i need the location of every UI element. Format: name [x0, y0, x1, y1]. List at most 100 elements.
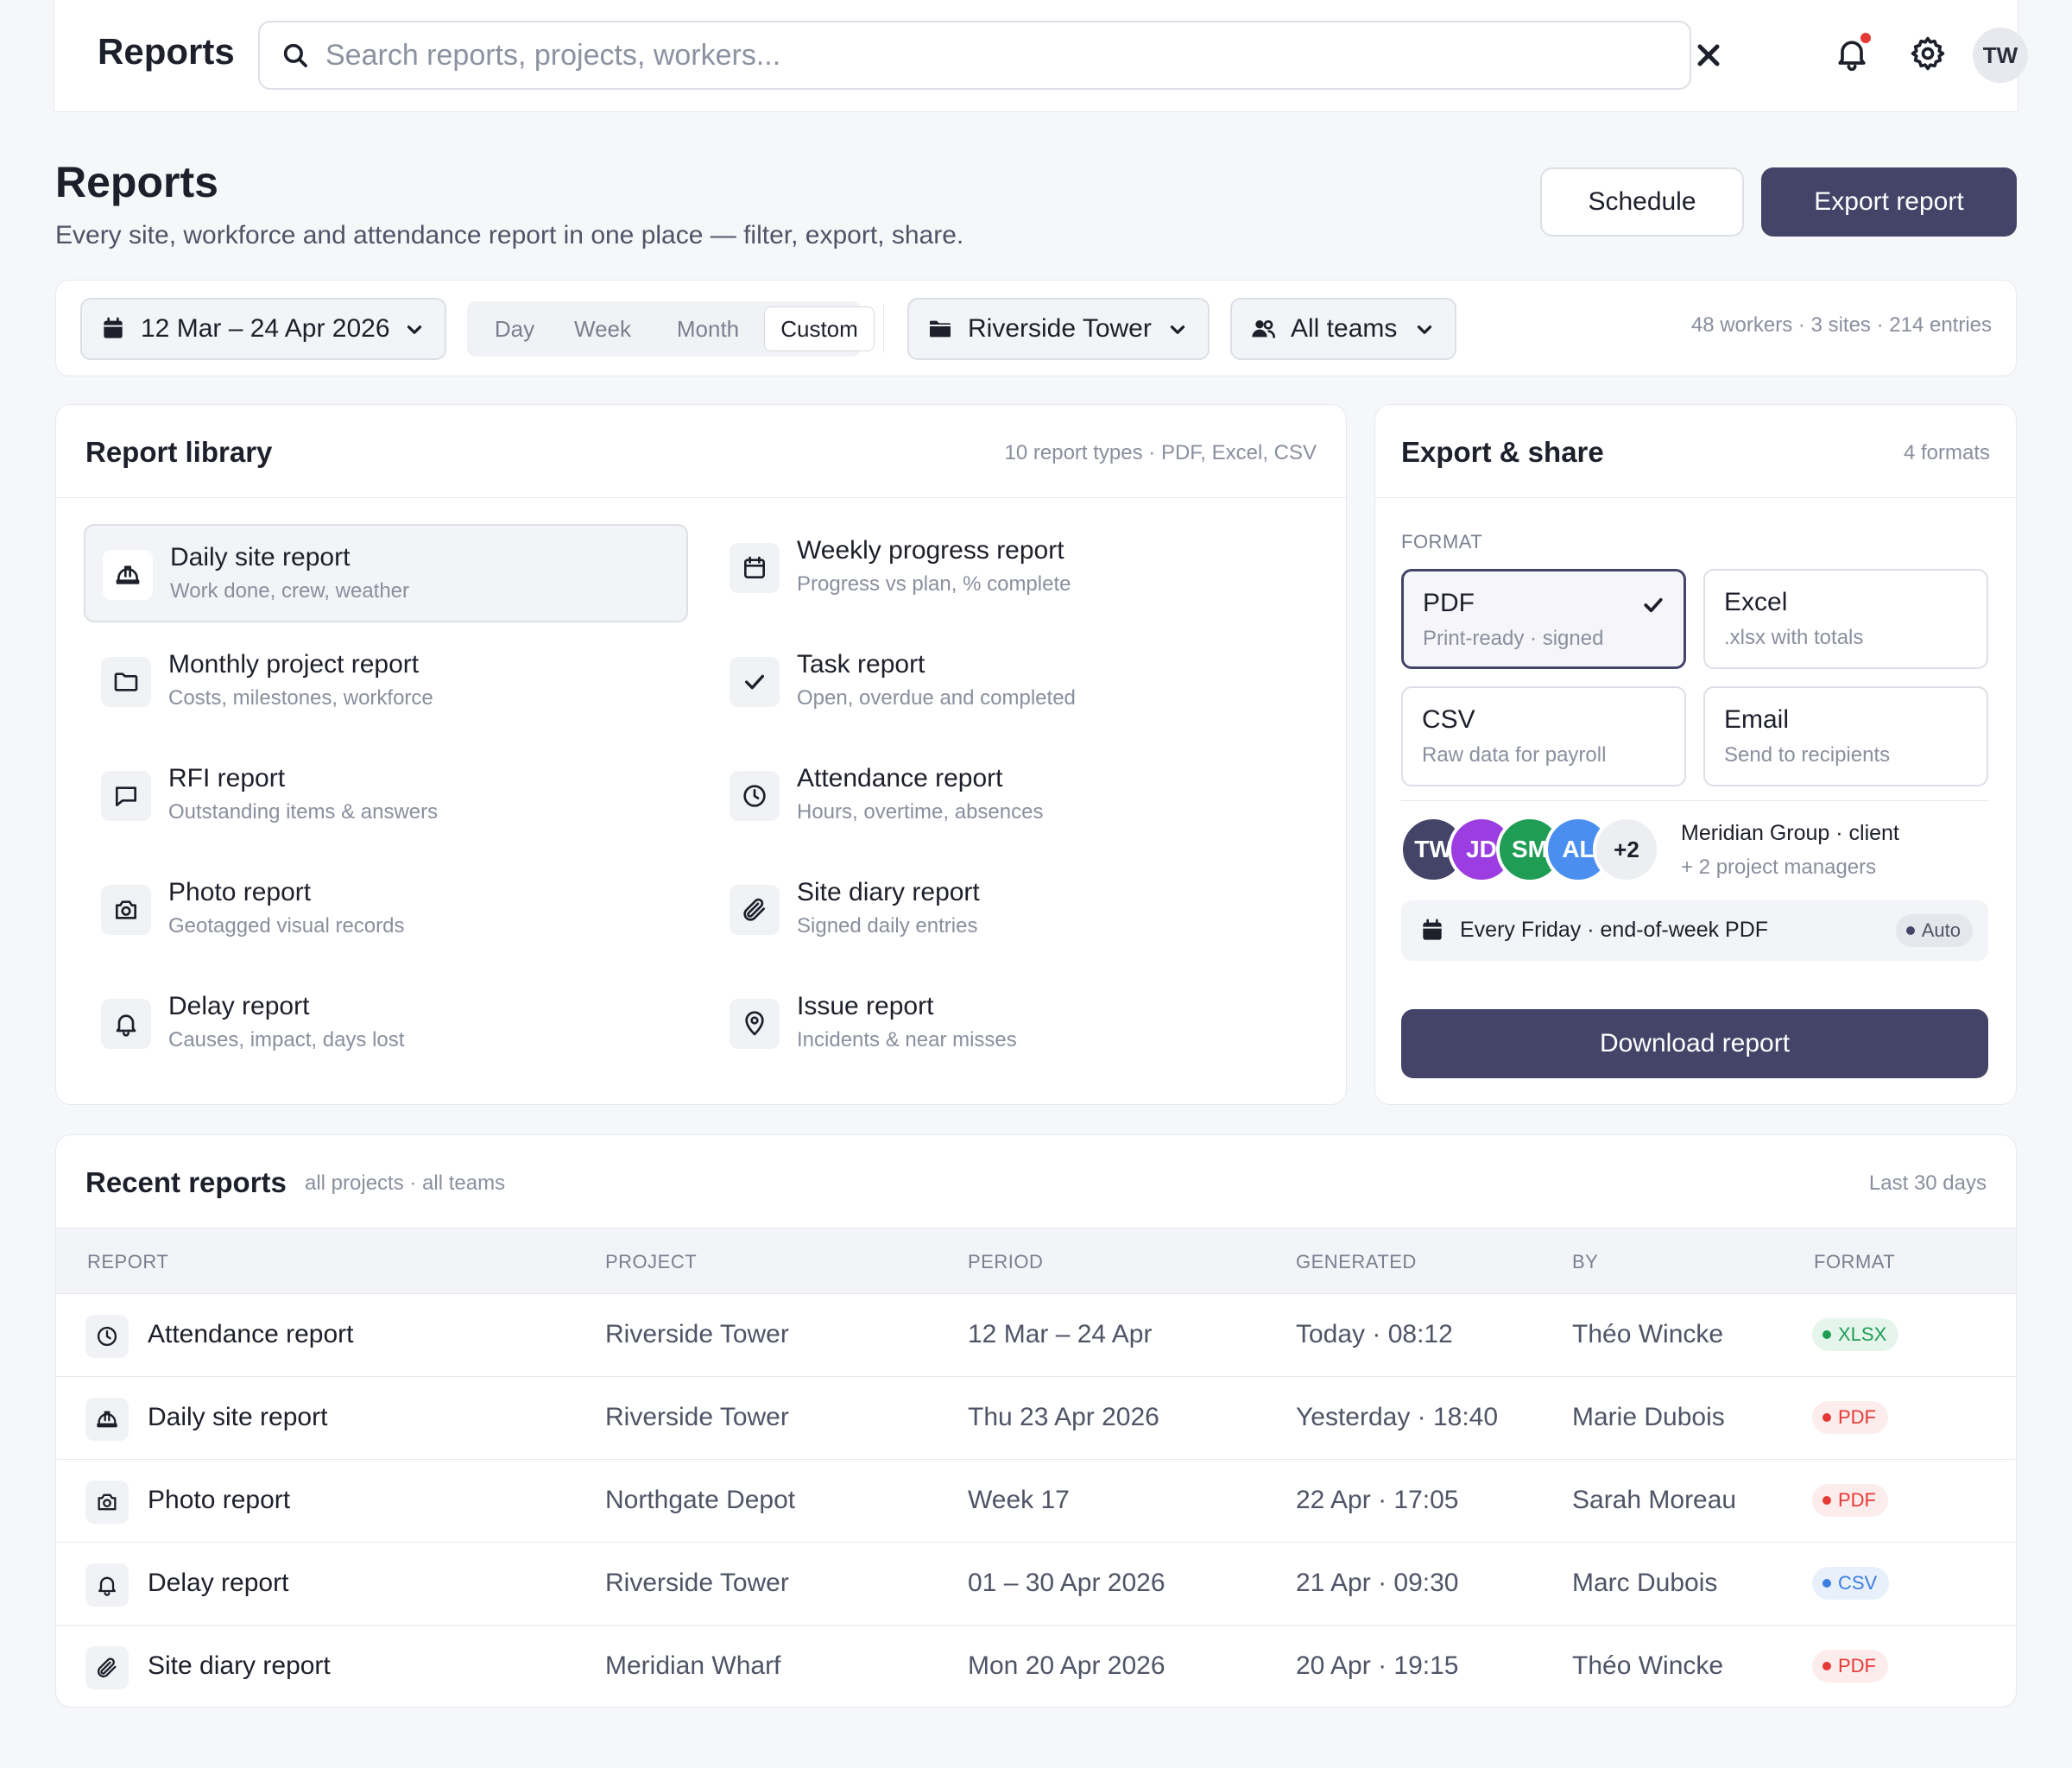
report-type-name: Issue report	[797, 992, 934, 1020]
period-day[interactable]: Day	[494, 315, 535, 342]
report-type-desc: Open, overdue and completed	[797, 686, 1076, 710]
period-cell: Mon 20 Apr 2026	[968, 1651, 1166, 1680]
column-header[interactable]: PERIOD	[968, 1251, 1044, 1272]
card-header: Export & share 4 formats	[1375, 405, 2016, 498]
format-desc: Send to recipients	[1724, 743, 1891, 767]
schedule-row[interactable]: Every Friday · end-of-week PDF Auto	[1401, 900, 1988, 961]
format-badge-label: CSV	[1838, 1572, 1878, 1594]
column-header[interactable]: GENERATED	[1296, 1251, 1417, 1272]
period-month[interactable]: Month	[676, 315, 740, 342]
report-type-desc: Signed daily entries	[797, 914, 978, 938]
search-input[interactable]	[325, 38, 1655, 73]
report-name: Daily site report	[148, 1403, 328, 1431]
check-icon	[741, 668, 768, 696]
user-avatar[interactable]: TW	[1973, 28, 2028, 83]
format-name: Excel	[1724, 588, 1788, 616]
report-type-item[interactable]: Issue report Incidents & near misses	[712, 975, 1317, 1073]
teams-dropdown[interactable]: All teams	[1230, 298, 1456, 360]
format-name: PDF	[1423, 589, 1475, 617]
table-row[interactable]: Attendance report Riverside Tower 12 Mar –…	[56, 1294, 2016, 1377]
camera-icon	[112, 896, 140, 924]
export-report-button[interactable]: Export report	[1761, 167, 2017, 237]
report-library-card: Report library 10 report types · PDF, Ex…	[55, 404, 1347, 1105]
table-row[interactable]: Daily site report Riverside Tower Thu 23 A…	[56, 1377, 2016, 1460]
status-dot	[1822, 1662, 1831, 1670]
column-header[interactable]: FORMAT	[1814, 1251, 1896, 1272]
chevron-down-icon	[1166, 319, 1189, 341]
format-desc: Print-ready · signed	[1423, 627, 1604, 650]
recipient-avatars[interactable]: TW JD SM AL +2	[1399, 816, 1676, 885]
paperclip-icon	[741, 896, 768, 924]
recent-reports-title: Recent reports	[85, 1166, 287, 1198]
table-row[interactable]: Delay report Riverside Tower 01 – 30 Apr 2…	[56, 1543, 2016, 1626]
report-library-title: Report library	[85, 436, 273, 468]
date-range-value: 12 Mar – 24 Apr 2026	[141, 314, 390, 343]
report-name: Site diary report	[148, 1651, 331, 1680]
folder-icon	[112, 668, 140, 696]
report-type-desc: Geotagged visual records	[168, 914, 405, 938]
format-option-excel[interactable]: Excel .xlsx with totals	[1703, 569, 1988, 669]
status-dot	[1822, 1413, 1831, 1422]
report-type-item[interactable]: Monthly project report Costs, milestones,…	[84, 633, 688, 731]
camera-icon	[95, 1490, 119, 1514]
project-cell: Meridian Wharf	[605, 1651, 781, 1680]
report-type-item[interactable]: Weekly progress report Progress vs plan, …	[712, 519, 1317, 617]
format-badge[interactable]: XLSX	[1812, 1318, 1899, 1351]
date-range-picker[interactable]: 12 Mar – 24 Apr 2026	[80, 298, 446, 360]
column-header[interactable]: REPORT	[87, 1251, 169, 1272]
site-dropdown[interactable]: Riverside Tower	[907, 298, 1210, 360]
report-type-item[interactable]: Site diary report Signed daily entries	[712, 861, 1317, 959]
format-badge[interactable]: PDF	[1812, 1484, 1888, 1517]
filter-stats: 48 workers · 3 sites · 214 entries	[1690, 313, 1992, 337]
download-report-button[interactable]: Download report	[1401, 1009, 1988, 1078]
column-header[interactable]: PROJECT	[605, 1251, 698, 1272]
report-icon-wrap	[85, 1563, 129, 1607]
format-badge[interactable]: PDF	[1812, 1650, 1888, 1683]
calendar-icon	[741, 554, 768, 582]
report-icon-wrap	[85, 1315, 129, 1358]
report-type-desc: Progress vs plan, % complete	[797, 572, 1071, 596]
clear-search-icon[interactable]	[1691, 38, 1726, 73]
notifications-bell-icon[interactable]	[1833, 33, 1871, 73]
format-badge-label: PDF	[1838, 1406, 1876, 1428]
report-type-item[interactable]: Daily site report Work done, crew, weathe…	[84, 524, 688, 622]
format-option-email[interactable]: Email Send to recipients	[1703, 686, 1988, 786]
report-type-desc: Hours, overtime, absences	[797, 800, 1044, 824]
page-title: Reports	[55, 158, 218, 206]
period-custom[interactable]: Custom	[764, 306, 875, 351]
report-type-item[interactable]: RFI report Outstanding items & answers	[84, 747, 688, 845]
report-type-item[interactable]: Task report Open, overdue and completed	[712, 633, 1317, 731]
report-type-desc: Incidents & near misses	[797, 1028, 1017, 1051]
format-option-csv[interactable]: CSV Raw data for payroll	[1401, 686, 1686, 786]
report-type-item[interactable]: Attendance report Hours, overtime, absenc…	[712, 747, 1317, 845]
format-badge[interactable]: CSV	[1812, 1567, 1890, 1600]
calendar-icon	[1418, 917, 1446, 944]
export-share-card: Export & share 4 formats FORMAT PDF Prin…	[1374, 404, 2017, 1105]
generated-cell: 20 Apr · 19:15	[1296, 1651, 1459, 1680]
period-week[interactable]: Week	[574, 315, 631, 342]
report-type-item[interactable]: Photo report Geotagged visual records	[84, 861, 688, 959]
report-type-icon-wrap	[103, 550, 153, 600]
card-header: Report library 10 report types · PDF, Ex…	[56, 405, 1346, 498]
auto-badge-label: Auto	[1921, 919, 1961, 941]
status-dot	[1822, 1579, 1831, 1588]
report-icon-wrap	[85, 1398, 129, 1441]
author-cell: Sarah Moreau	[1572, 1486, 1737, 1514]
report-type-desc: Causes, impact, days lost	[168, 1028, 405, 1051]
settings-gear-icon[interactable]	[1909, 35, 1947, 73]
author-cell: Marc Dubois	[1572, 1569, 1718, 1597]
recipient-name: Meridian Group · client	[1681, 821, 1899, 845]
format-badge[interactable]: PDF	[1812, 1401, 1888, 1434]
schedule-button[interactable]: Schedule	[1540, 167, 1744, 237]
period-cell: 01 – 30 Apr 2026	[968, 1569, 1166, 1597]
schedule-text: Every Friday · end-of-week PDF	[1460, 918, 1769, 942]
column-header[interactable]: BY	[1572, 1251, 1599, 1272]
format-badge-label: PDF	[1838, 1489, 1876, 1511]
report-type-name: Site diary report	[797, 878, 980, 906]
table-row[interactable]: Site diary report Meridian Wharf Mon 20 Ap…	[56, 1626, 2016, 1708]
search-box[interactable]	[258, 21, 1691, 90]
report-type-item[interactable]: Delay report Causes, impact, days lost	[84, 975, 688, 1073]
format-option-pdf[interactable]: PDF Print-ready · signed	[1401, 569, 1686, 669]
report-type-desc: Costs, milestones, workforce	[168, 686, 433, 710]
table-row[interactable]: Photo report Northgate Depot Week 17 22 Apr…	[56, 1460, 2016, 1543]
